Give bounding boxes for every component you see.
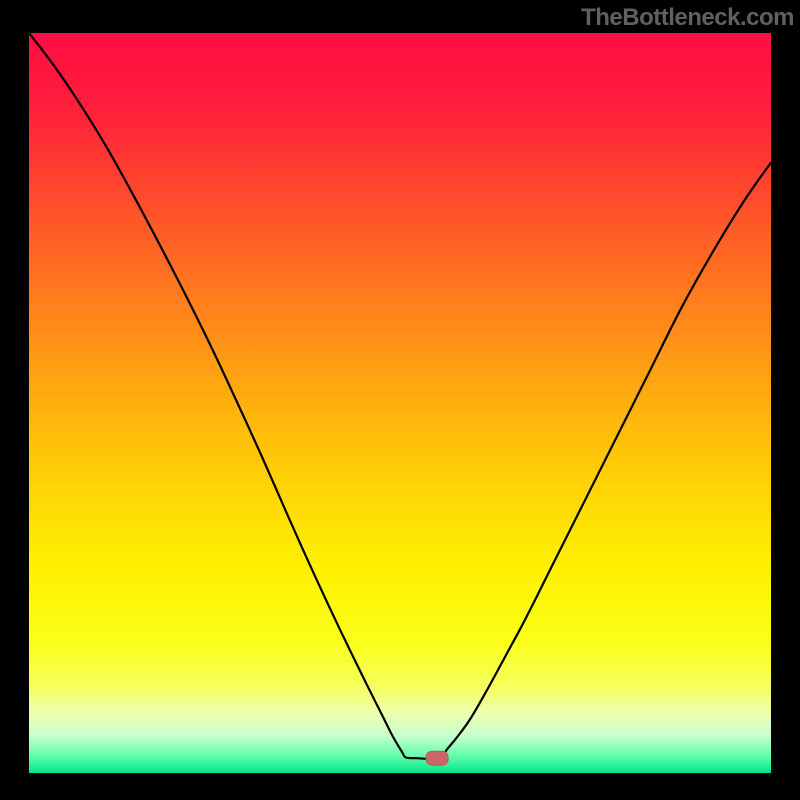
chart-container: TheBottleneck.com (0, 0, 800, 800)
plot-background (29, 33, 771, 773)
watermark-text: TheBottleneck.com (581, 4, 794, 32)
optimal-point-marker (426, 751, 448, 765)
bottleneck-chart (0, 0, 800, 800)
